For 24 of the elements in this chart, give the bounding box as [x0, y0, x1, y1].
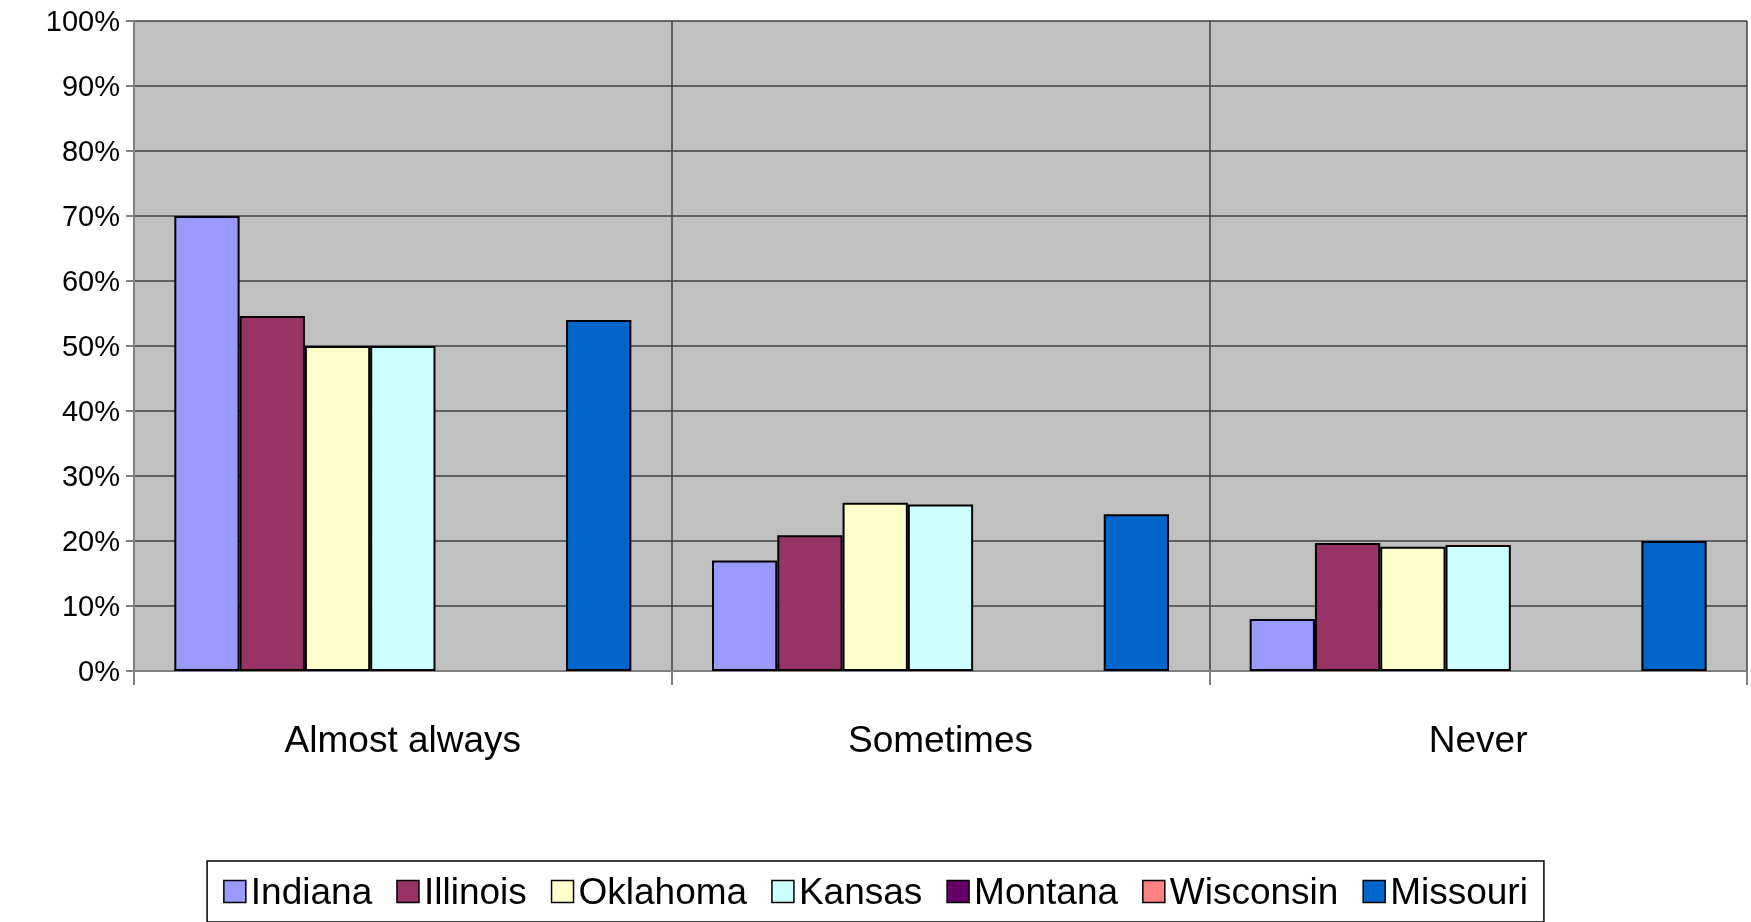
legend-label: Oklahoma — [578, 871, 748, 912]
y-tick-label: 0% — [78, 655, 120, 687]
y-tick-label: 80% — [61, 135, 120, 167]
legend-label: Montana — [974, 871, 1119, 912]
legend-label: Kansas — [798, 871, 923, 912]
legend-label: Wisconsin — [1169, 871, 1339, 912]
y-tick-label: 20% — [61, 525, 120, 557]
legend-label: Illinois — [423, 871, 527, 912]
x-tick-label: Almost always — [284, 719, 522, 760]
y-tick-label: 30% — [61, 460, 120, 492]
legend-label: Indiana — [250, 871, 373, 912]
y-tick-label: 100% — [45, 5, 120, 37]
bar — [566, 320, 632, 671]
y-tick-label: 40% — [61, 395, 120, 427]
y-tick-label: 70% — [61, 200, 120, 232]
legend-label: Missouri — [1390, 871, 1528, 912]
x-tick-label: Never — [1428, 719, 1528, 760]
bar — [1641, 541, 1707, 671]
bar — [1103, 514, 1170, 671]
y-tick-label: 60% — [61, 265, 120, 297]
y-tick-label: 50% — [61, 330, 120, 362]
y-tick-label: 10% — [61, 590, 120, 622]
y-tick-label: 90% — [61, 70, 120, 102]
x-tick-label: Sometimes — [847, 719, 1034, 760]
